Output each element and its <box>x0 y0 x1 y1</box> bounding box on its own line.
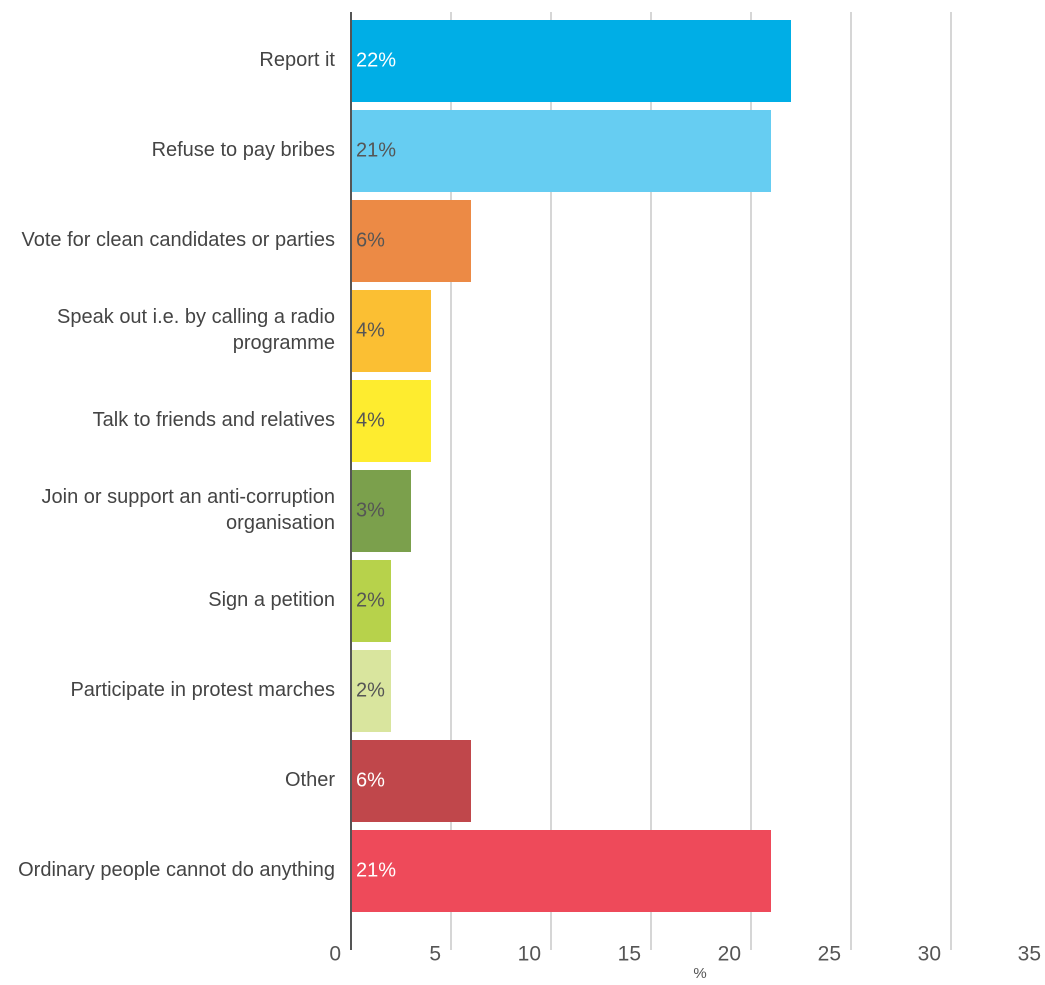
bar <box>352 830 771 912</box>
category-label: Participate in protest marches <box>70 679 335 701</box>
x-tick-label: 30 <box>918 943 941 966</box>
category-label: Refuse to pay bribes <box>152 139 335 161</box>
data-label: 3% <box>356 499 385 521</box>
x-tick-label: 15 <box>618 943 641 966</box>
x-tick-label: 35 <box>1018 943 1041 966</box>
bar <box>352 20 791 102</box>
x-tick-label: 5 <box>429 943 441 966</box>
data-label: 2% <box>356 679 385 701</box>
bar <box>352 110 771 192</box>
data-label: 22% <box>356 49 396 71</box>
bar <box>352 380 431 462</box>
category-label: Join or support an anti-corruption organi… <box>42 486 336 534</box>
category-label: Vote for clean candidates or parties <box>21 229 335 251</box>
bar <box>352 560 391 642</box>
bar <box>352 470 411 552</box>
data-label: 21% <box>356 139 396 161</box>
category-labels: Report it Refuse to pay bribes Vote for cl… <box>18 49 335 881</box>
category-label: Ordinary people cannot do anything <box>18 859 335 881</box>
data-label: 6% <box>356 769 385 791</box>
category-label: Sign a petition <box>208 589 335 611</box>
x-tick-labels: 0 5 10 15 20 25 30 35 <box>329 943 1041 966</box>
category-label: Report it <box>259 49 335 71</box>
data-label: 6% <box>356 229 385 251</box>
data-label: 21% <box>356 859 396 881</box>
bar <box>352 200 471 282</box>
data-label: 4% <box>356 409 385 431</box>
category-label: Other <box>285 769 335 791</box>
x-tick-label: 20 <box>718 943 741 966</box>
data-labels: 22% 21% 6% 4% 4% 3% 2% 2% 6% 21% <box>356 49 396 881</box>
x-tick-label: 0 <box>329 943 341 966</box>
data-label: 2% <box>356 589 385 611</box>
bar <box>352 740 471 822</box>
x-axis-title: % <box>693 965 706 982</box>
bars <box>352 20 791 912</box>
data-label: 4% <box>356 319 385 341</box>
category-label: Talk to friends and relatives <box>93 409 335 431</box>
category-label: Speak out i.e. by calling a radio program… <box>57 306 335 354</box>
bar <box>352 290 431 372</box>
x-tick-label: 25 <box>818 943 841 966</box>
x-tick-label: 10 <box>518 943 541 966</box>
bar <box>352 650 391 732</box>
